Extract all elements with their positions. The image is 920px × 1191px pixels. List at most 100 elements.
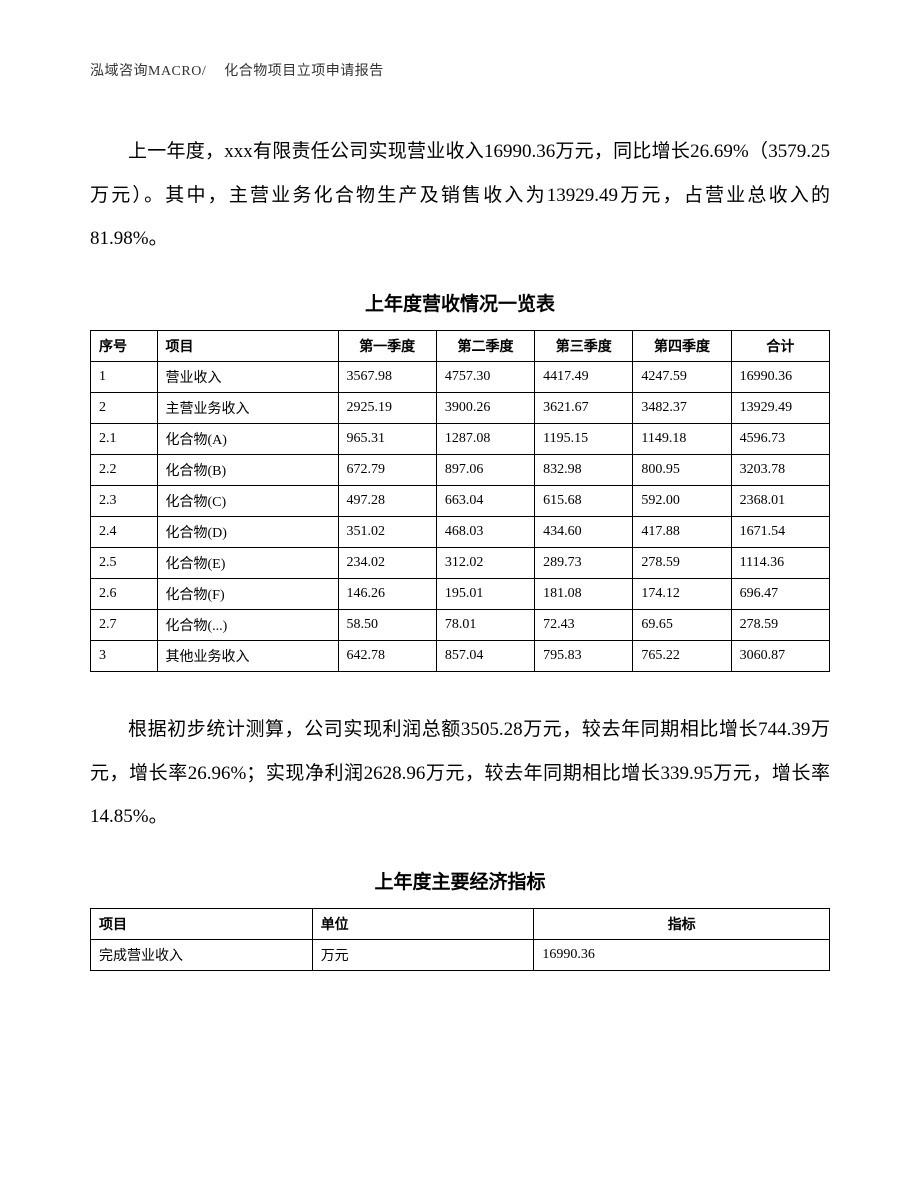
table-cell: 2.7 — [91, 610, 158, 641]
table-header-row: 项目 单位 指标 — [91, 909, 830, 940]
revenue-table-body: 1营业收入3567.984757.304417.494247.5916990.3… — [91, 362, 830, 672]
table-cell: 3203.78 — [731, 455, 829, 486]
table-cell: 351.02 — [338, 517, 436, 548]
table-cell: 642.78 — [338, 641, 436, 672]
table-cell: 1149.18 — [633, 424, 731, 455]
table-cell: 58.50 — [338, 610, 436, 641]
table-cell: 2 — [91, 393, 158, 424]
table-cell: 2925.19 — [338, 393, 436, 424]
table-row: 2主营业务收入2925.193900.263621.673482.3713929… — [91, 393, 830, 424]
table-cell: 完成营业收入 — [91, 940, 313, 971]
table-cell: 2.3 — [91, 486, 158, 517]
table-row: 1营业收入3567.984757.304417.494247.5916990.3… — [91, 362, 830, 393]
table1-title: 上年度营收情况一览表 — [90, 289, 830, 316]
table-cell: 4417.49 — [535, 362, 633, 393]
table-cell: 832.98 — [535, 455, 633, 486]
table-cell: 营业收入 — [157, 362, 338, 393]
table-cell: 857.04 — [436, 641, 534, 672]
table-row: 2.4化合物(D)351.02468.03434.60417.881671.54 — [91, 517, 830, 548]
table-cell: 万元 — [312, 940, 534, 971]
col-q3: 第三季度 — [535, 331, 633, 362]
table-cell: 4247.59 — [633, 362, 731, 393]
table-row: 完成营业收入万元16990.36 — [91, 940, 830, 971]
table-cell: 615.68 — [535, 486, 633, 517]
indicators-table: 项目 单位 指标 完成营业收入万元16990.36 — [90, 908, 830, 971]
table-cell: 3 — [91, 641, 158, 672]
table-cell: 1671.54 — [731, 517, 829, 548]
table-cell: 965.31 — [338, 424, 436, 455]
table-cell: 16990.36 — [534, 940, 830, 971]
table-cell: 1195.15 — [535, 424, 633, 455]
col-seq: 序号 — [91, 331, 158, 362]
paragraph-2: 根据初步统计测算，公司实现利润总额3505.28万元，较去年同期相比增长744.… — [90, 708, 830, 839]
table-cell: 化合物(B) — [157, 455, 338, 486]
col-indicator: 指标 — [534, 909, 830, 940]
table-row: 2.6化合物(F)146.26195.01181.08174.12696.47 — [91, 579, 830, 610]
table-cell: 663.04 — [436, 486, 534, 517]
revenue-table: 序号 项目 第一季度 第二季度 第三季度 第四季度 合计 1营业收入3567.9… — [90, 330, 830, 672]
table-cell: 3621.67 — [535, 393, 633, 424]
table-cell: 312.02 — [436, 548, 534, 579]
table-cell: 592.00 — [633, 486, 731, 517]
table-cell: 化合物(F) — [157, 579, 338, 610]
table-cell: 化合物(...) — [157, 610, 338, 641]
table-row: 2.1化合物(A)965.311287.081195.151149.184596… — [91, 424, 830, 455]
table-cell: 3567.98 — [338, 362, 436, 393]
col-total: 合计 — [731, 331, 829, 362]
table-cell: 2.4 — [91, 517, 158, 548]
table-cell: 化合物(A) — [157, 424, 338, 455]
table-cell: 化合物(C) — [157, 486, 338, 517]
table-cell: 3060.87 — [731, 641, 829, 672]
table-cell: 289.73 — [535, 548, 633, 579]
table-cell: 696.47 — [731, 579, 829, 610]
table-cell: 3900.26 — [436, 393, 534, 424]
table-row: 2.7化合物(...)58.5078.0172.4369.65278.59 — [91, 610, 830, 641]
table-cell: 2368.01 — [731, 486, 829, 517]
table-cell: 78.01 — [436, 610, 534, 641]
col-q2: 第二季度 — [436, 331, 534, 362]
table-cell: 2.2 — [91, 455, 158, 486]
table-cell: 1287.08 — [436, 424, 534, 455]
table-cell: 146.26 — [338, 579, 436, 610]
table-cell: 化合物(D) — [157, 517, 338, 548]
table-cell: 278.59 — [633, 548, 731, 579]
table-cell: 13929.49 — [731, 393, 829, 424]
table-cell: 497.28 — [338, 486, 436, 517]
col-item: 项目 — [157, 331, 338, 362]
table-cell: 1114.36 — [731, 548, 829, 579]
table-cell: 4757.30 — [436, 362, 534, 393]
table-cell: 4596.73 — [731, 424, 829, 455]
document-page: 泓域咨询MACRO/化合物项目立项申请报告 上一年度，xxx有限责任公司实现营业… — [0, 0, 920, 1191]
table-cell: 234.02 — [338, 548, 436, 579]
table-cell: 69.65 — [633, 610, 731, 641]
col-q4: 第四季度 — [633, 331, 731, 362]
table-cell: 672.79 — [338, 455, 436, 486]
table-cell: 278.59 — [731, 610, 829, 641]
table-cell: 795.83 — [535, 641, 633, 672]
col-q1: 第一季度 — [338, 331, 436, 362]
table-row: 2.3化合物(C)497.28663.04615.68592.002368.01 — [91, 486, 830, 517]
col-unit: 单位 — [312, 909, 534, 940]
table-cell: 72.43 — [535, 610, 633, 641]
table-cell: 化合物(E) — [157, 548, 338, 579]
table-cell: 主营业务收入 — [157, 393, 338, 424]
col-item: 项目 — [91, 909, 313, 940]
table-row: 2.5化合物(E)234.02312.02289.73278.591114.36 — [91, 548, 830, 579]
table-cell: 195.01 — [436, 579, 534, 610]
table-cell: 181.08 — [535, 579, 633, 610]
table-cell: 765.22 — [633, 641, 731, 672]
table-cell: 3482.37 — [633, 393, 731, 424]
table-cell: 174.12 — [633, 579, 731, 610]
table-row: 3其他业务收入642.78857.04795.83765.223060.87 — [91, 641, 830, 672]
table-cell: 897.06 — [436, 455, 534, 486]
paragraph-1: 上一年度，xxx有限责任公司实现营业收入16990.36万元，同比增长26.69… — [90, 130, 830, 261]
table-cell: 其他业务收入 — [157, 641, 338, 672]
table-cell: 2.5 — [91, 548, 158, 579]
table-cell: 2.1 — [91, 424, 158, 455]
table-header-row: 序号 项目 第一季度 第二季度 第三季度 第四季度 合计 — [91, 331, 830, 362]
table-cell: 16990.36 — [731, 362, 829, 393]
table-cell: 2.6 — [91, 579, 158, 610]
table-cell: 468.03 — [436, 517, 534, 548]
table-row: 2.2化合物(B)672.79897.06832.98800.953203.78 — [91, 455, 830, 486]
table-cell: 434.60 — [535, 517, 633, 548]
